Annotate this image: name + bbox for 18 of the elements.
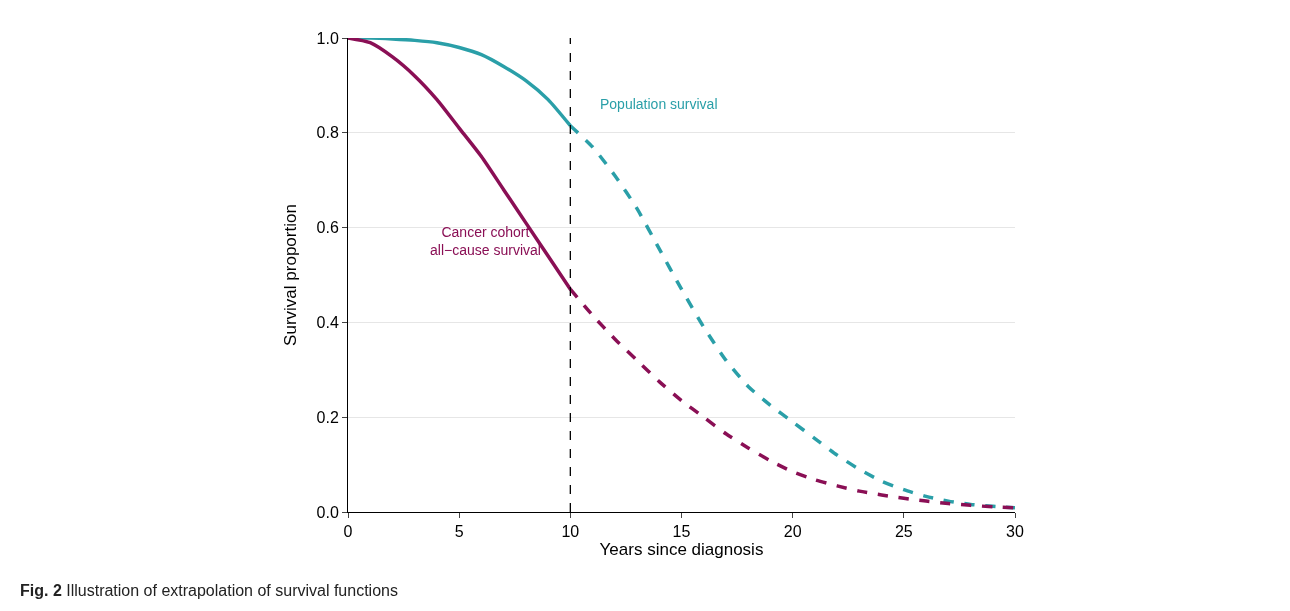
y-tick-label: 0.2 (316, 408, 339, 426)
x-tick-label: 0 (343, 523, 353, 541)
x-tick-label: 30 (1006, 523, 1024, 541)
y-axis-title: Survival proportion (281, 204, 301, 346)
series-label: Cancer cohort all−cause survival (430, 224, 541, 259)
x-tick-label: 5 (454, 523, 464, 541)
y-tick-label: 0.8 (316, 124, 339, 142)
caption: Fig. 2 Illustration of extrapolation of survival functions (20, 582, 398, 599)
x-tick-label: 10 (561, 523, 580, 541)
x-tick-label: 15 (672, 523, 691, 541)
y-tick-label: 0.6 (316, 219, 339, 237)
y-tick-label: 0.0 (316, 503, 339, 521)
text: Population survival (600, 96, 718, 112)
x-axis-title: Years since diagnosis (599, 540, 764, 560)
y-tick-label: 1.0 (316, 29, 339, 47)
x-tick-label: 25 (894, 523, 913, 541)
y-tick-label: 0.4 (316, 314, 339, 331)
x-tick-label: 20 (783, 523, 802, 541)
